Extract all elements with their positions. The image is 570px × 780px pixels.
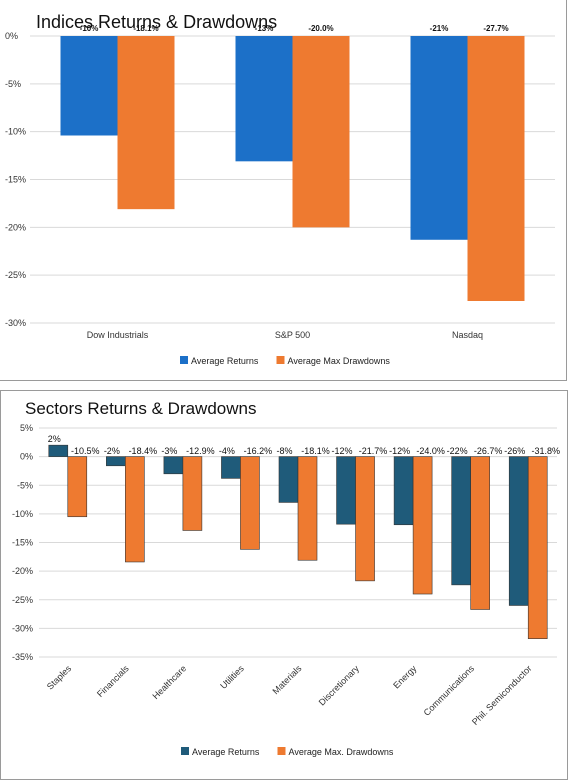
x-tick-label: Communications	[422, 663, 477, 718]
y-tick-label: 5%	[20, 423, 33, 433]
y-tick-label: -30%	[5, 318, 26, 328]
y-tick-label: -25%	[12, 595, 33, 605]
bar	[117, 36, 175, 210]
indices-chart-panel: Indices Returns & Drawdowns 0% -5% -10% -15…	[0, 0, 567, 381]
x-tick-label: Healthcare	[150, 663, 188, 701]
legend-swatch	[181, 747, 189, 755]
bar	[60, 36, 118, 136]
indices-chart-svg: 0% -5% -10% -15% -20% -25% -30% -10% -18.1% Dow I…	[5, 24, 555, 366]
chart-title: Indices Returns & Drawdowns	[36, 12, 278, 32]
data-label: -10.5%	[71, 446, 100, 456]
legend-label: Average Max. Drawdowns	[289, 747, 394, 757]
y-tick-label: -15%	[5, 175, 26, 185]
data-label: 2%	[48, 434, 61, 444]
legend-label: Average Returns	[191, 356, 259, 366]
data-label: -3%	[161, 446, 177, 456]
x-tick-label: Financials	[95, 663, 131, 699]
y-tick-label: -5%	[17, 480, 33, 490]
bar	[182, 456, 203, 531]
bar	[467, 36, 525, 301]
bar	[451, 456, 471, 586]
y-tick-label: -20%	[12, 566, 33, 576]
data-label: -20.0%	[308, 24, 333, 33]
bar	[106, 456, 126, 467]
legend-swatch	[180, 356, 188, 364]
x-tick-label: Utilities	[218, 663, 246, 691]
data-label: -27.7%	[483, 24, 508, 33]
bar	[336, 456, 356, 525]
legend-label: Average Returns	[192, 747, 260, 757]
x-tick-label: Energy	[391, 663, 419, 691]
legend-swatch	[277, 747, 286, 755]
data-label: -12%	[389, 446, 410, 456]
x-tick-label: Nasdaq	[452, 330, 483, 340]
x-tick-label: S&P 500	[275, 330, 310, 340]
y-tick-label: 0%	[20, 452, 33, 462]
data-label: -18.1%	[133, 24, 158, 33]
bar	[163, 456, 184, 475]
chart-title: Sectors Returns & Drawdowns	[25, 399, 257, 418]
y-tick-label: -10%	[12, 509, 33, 519]
bar	[67, 456, 88, 518]
y-tick-label: -25%	[5, 270, 26, 280]
bar	[292, 36, 350, 228]
data-label: -24.0%	[416, 446, 445, 456]
data-label: -18.1%	[301, 446, 330, 456]
data-label: -21.7%	[359, 446, 388, 456]
data-label: -12%	[332, 446, 353, 456]
bar	[527, 456, 548, 639]
x-tick-label: Phil. Semiconductor	[470, 663, 534, 727]
sectors-chart-svg: 5% 0% -5% -10% -15% -20% -25% -30% -35% 2% -10.5% S…	[12, 423, 560, 757]
bar	[125, 456, 145, 563]
data-label: -8%	[276, 446, 292, 456]
bar	[470, 456, 490, 610]
x-tick-label: Dow Industrials	[87, 330, 149, 340]
bar	[412, 456, 433, 595]
data-label: -18.4%	[129, 446, 158, 456]
y-tick-label: -10%	[5, 127, 26, 137]
x-tick-label: Discretionary	[317, 663, 362, 708]
bar	[221, 456, 241, 479]
bar	[410, 36, 468, 240]
y-tick-label: 0%	[5, 31, 18, 41]
data-label: -26.7%	[474, 446, 503, 456]
bar	[235, 36, 293, 162]
legend-label: Average Max Drawdowns	[288, 356, 391, 366]
data-label: -21%	[430, 24, 449, 33]
y-tick-label: -30%	[12, 623, 33, 633]
sectors-chart-panel: Sectors Returns & Drawdowns 5% 0% -5% -10% -…	[0, 390, 568, 780]
x-tick-label: Materials	[271, 663, 304, 696]
data-label: -26%	[504, 446, 525, 456]
data-label: -16.2%	[244, 446, 273, 456]
y-tick-label: -15%	[12, 538, 33, 548]
bar	[508, 456, 529, 606]
data-label: -4%	[219, 446, 235, 456]
data-label: -12.9%	[186, 446, 215, 456]
bar	[240, 456, 260, 550]
y-tick-label: -35%	[12, 652, 33, 662]
y-tick-label: -20%	[5, 222, 26, 232]
bar	[355, 456, 375, 582]
y-tick-label: -5%	[5, 79, 21, 89]
data-label: -2%	[104, 446, 120, 456]
x-tick-label: Staples	[45, 663, 74, 692]
bar	[393, 456, 414, 526]
bar	[297, 456, 318, 561]
data-label: -31.8%	[531, 446, 560, 456]
data-label: -13%	[255, 24, 274, 33]
data-label: -10%	[80, 24, 99, 33]
legend-swatch	[276, 356, 285, 364]
data-label: -22%	[447, 446, 468, 456]
bar	[278, 456, 299, 503]
bar	[48, 444, 69, 457]
